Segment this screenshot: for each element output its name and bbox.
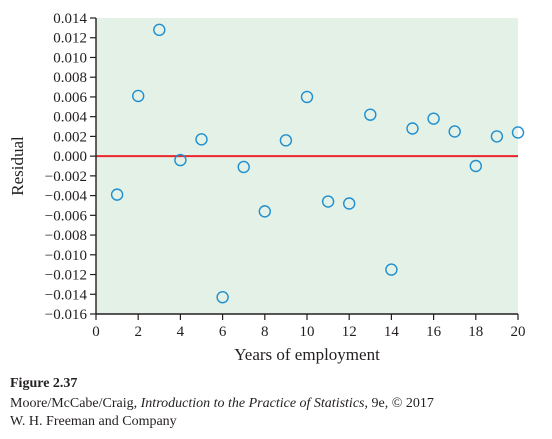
data-point [174,153,187,167]
y-tick-label: 0.002 [53,129,87,145]
axis-ticks: 0 2 4 6 8 10 12 14 16 18 20 0.014 0.012 0.010 0.008 0.0… [45,11,526,340]
plot-area [96,18,518,314]
credit-edition: , 9e, © 2017 [364,396,434,411]
y-tick-label: −0.010 [45,248,87,264]
x-tick-label: 12 [342,324,357,340]
y-tick-label: 0.012 [53,31,87,47]
y-tick-label: −0.002 [45,169,87,185]
data-point [385,263,398,276]
data-point [300,90,314,104]
data-point [406,122,419,135]
figure-label: Figure 2.37 [10,376,78,391]
data-point [321,195,335,208]
y-tick-label: −0.004 [45,189,88,205]
data-point [490,130,504,143]
data-point [216,291,229,304]
x-tick-label: 16 [426,324,442,340]
y-tick-label: −0.014 [45,287,88,303]
y-tick-label: 0.004 [53,110,87,126]
y-tick-label: 0.000 [53,149,87,165]
x-tick-label: 6 [219,324,227,340]
data-point [110,188,124,201]
data-point [279,134,293,147]
residual-scatter-chart: 0 2 4 6 8 10 12 14 16 18 20 0.014 0.012 0.010 0.008 0.0… [8,11,526,364]
book-title: Introduction to the Practice of Statisti… [140,396,365,411]
data-point [153,23,166,37]
y-tick-label: 0.006 [53,90,87,106]
data-point [364,108,377,121]
x-tick-label: 2 [134,324,142,340]
y-tick-label: −0.008 [45,228,87,244]
y-tick-label: 0.014 [53,11,87,27]
y-tick-label: 0.010 [53,50,87,66]
data-point [511,126,525,139]
x-tick-label: 14 [384,324,400,340]
x-tick-label: 8 [261,324,269,340]
x-tick-label: 20 [511,324,526,340]
data-point [195,133,208,146]
data-point [343,197,356,210]
data-point [131,89,145,103]
credit-line-2: W. H. Freeman and Company [10,414,177,429]
x-tick-label: 18 [468,324,483,340]
axes [95,18,518,315]
x-tick-label: 10 [300,324,315,340]
y-tick-label: −0.016 [45,307,88,323]
credit-line-1: Moore/McCabe/Craig, Introduction to the … [10,395,434,412]
data-point [237,160,250,174]
data-point [448,125,461,138]
y-axis-title: Residual [8,136,27,196]
data-point [258,205,271,218]
x-tick-label: 4 [177,324,185,340]
y-tick-label: 0.008 [53,70,87,86]
data-points [110,23,525,304]
y-tick-label: −0.012 [45,268,87,284]
x-axis-title: Years of employment [234,345,380,364]
data-point [469,159,482,173]
x-tick-label: 0 [92,324,100,340]
y-tick-label: −0.006 [45,208,88,224]
data-point [427,112,440,125]
credit-authors: Moore/McCabe/Craig, [10,396,141,411]
